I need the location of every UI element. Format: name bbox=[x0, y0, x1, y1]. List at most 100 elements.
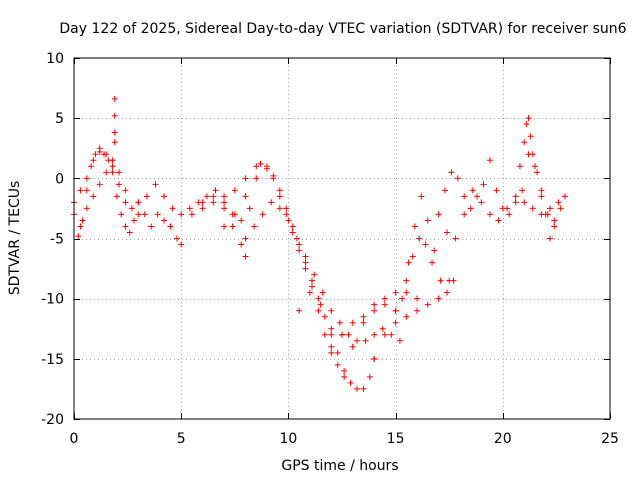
data-point bbox=[371, 301, 378, 308]
data-point bbox=[424, 301, 431, 308]
data-point bbox=[542, 211, 549, 218]
data-point bbox=[416, 235, 423, 242]
data-point bbox=[173, 235, 180, 242]
data-point bbox=[521, 199, 528, 206]
data-point bbox=[405, 259, 412, 266]
data-point bbox=[118, 211, 125, 218]
data-point bbox=[561, 193, 568, 200]
data-point bbox=[293, 235, 300, 242]
data-point bbox=[546, 205, 553, 212]
data-point bbox=[315, 307, 322, 314]
series-recovery-arc-1 bbox=[328, 277, 453, 350]
data-point bbox=[403, 289, 410, 296]
data-point bbox=[122, 187, 129, 194]
series-late-arc-1 bbox=[435, 187, 568, 242]
y-tick-label: -5 bbox=[50, 232, 64, 248]
data-point bbox=[103, 151, 110, 158]
data-point bbox=[409, 253, 416, 260]
data-point bbox=[83, 205, 90, 212]
data-point bbox=[263, 165, 270, 172]
data-point bbox=[399, 295, 406, 302]
data-point bbox=[152, 181, 159, 188]
data-point bbox=[231, 211, 238, 218]
data-point bbox=[349, 343, 356, 350]
data-point bbox=[392, 289, 399, 296]
data-point bbox=[270, 172, 277, 179]
data-point bbox=[276, 187, 283, 194]
data-point bbox=[452, 235, 459, 242]
data-point bbox=[555, 199, 562, 206]
data-point bbox=[396, 337, 403, 344]
data-point bbox=[231, 187, 238, 194]
data-point bbox=[92, 151, 99, 158]
series-late-arc-2 bbox=[441, 151, 564, 230]
data-point bbox=[302, 265, 309, 272]
data-point bbox=[285, 217, 292, 224]
data-point bbox=[523, 121, 530, 128]
x-tick-label: 5 bbox=[177, 431, 186, 447]
data-point bbox=[486, 211, 493, 218]
data-point bbox=[429, 259, 436, 266]
data-point bbox=[551, 223, 558, 230]
x-tick-label: 10 bbox=[279, 431, 297, 447]
data-point bbox=[186, 205, 193, 212]
series-recovery-arc-2 bbox=[371, 235, 436, 362]
data-point bbox=[283, 211, 290, 218]
series-late-spike bbox=[516, 115, 558, 242]
data-point bbox=[362, 337, 369, 344]
data-point bbox=[354, 385, 361, 392]
data-point bbox=[538, 193, 545, 200]
data-point bbox=[444, 289, 451, 296]
x-tick-labels: 0 5 10 15 20 25 bbox=[70, 431, 619, 447]
chart-title: Day 122 of 2025, Sidereal Day-to-day VTE… bbox=[59, 21, 626, 37]
data-point bbox=[506, 211, 513, 218]
data-point bbox=[557, 205, 564, 212]
x-tick-label: 20 bbox=[494, 431, 512, 447]
data-point bbox=[474, 193, 481, 200]
data-point bbox=[199, 205, 206, 212]
data-point bbox=[103, 169, 110, 176]
data-point bbox=[88, 163, 95, 170]
data-point bbox=[276, 205, 283, 212]
data-point bbox=[154, 211, 161, 218]
data-point bbox=[111, 129, 118, 136]
series-early-arcs-1 bbox=[71, 145, 142, 240]
data-point bbox=[341, 367, 348, 374]
data-point bbox=[321, 331, 328, 338]
x-axis-label: GPS time / hours bbox=[281, 458, 398, 474]
data-point bbox=[242, 175, 249, 182]
data-point bbox=[328, 325, 335, 332]
data-point bbox=[418, 193, 425, 200]
data-point bbox=[538, 187, 545, 194]
data-point bbox=[77, 187, 84, 194]
data-point bbox=[96, 148, 103, 155]
data-point bbox=[221, 223, 228, 230]
data-point bbox=[469, 187, 476, 194]
data-point bbox=[221, 199, 228, 206]
data-point bbox=[242, 193, 249, 200]
data-point bbox=[302, 253, 309, 260]
data-point bbox=[306, 289, 313, 296]
series-early-arcs-3 bbox=[77, 157, 129, 230]
data-point bbox=[392, 307, 399, 314]
data-point bbox=[221, 205, 228, 212]
data-point bbox=[551, 217, 558, 224]
data-point bbox=[461, 193, 468, 200]
data-point bbox=[238, 241, 245, 248]
data-point bbox=[296, 241, 303, 248]
data-point bbox=[546, 235, 553, 242]
data-point bbox=[253, 163, 260, 170]
y-tick-labels: -20 -15 -10 -5 0 5 10 bbox=[41, 51, 64, 428]
y-tick-label: -20 bbox=[41, 412, 64, 428]
data-point bbox=[388, 331, 395, 338]
data-point bbox=[116, 169, 123, 176]
y-tick-label: 0 bbox=[55, 171, 64, 187]
data-point bbox=[83, 175, 90, 182]
data-point bbox=[199, 199, 206, 206]
data-point bbox=[122, 199, 129, 206]
data-point bbox=[435, 211, 442, 218]
data-point bbox=[268, 199, 275, 206]
y-tick-label: -15 bbox=[41, 352, 64, 368]
data-point bbox=[161, 217, 168, 224]
